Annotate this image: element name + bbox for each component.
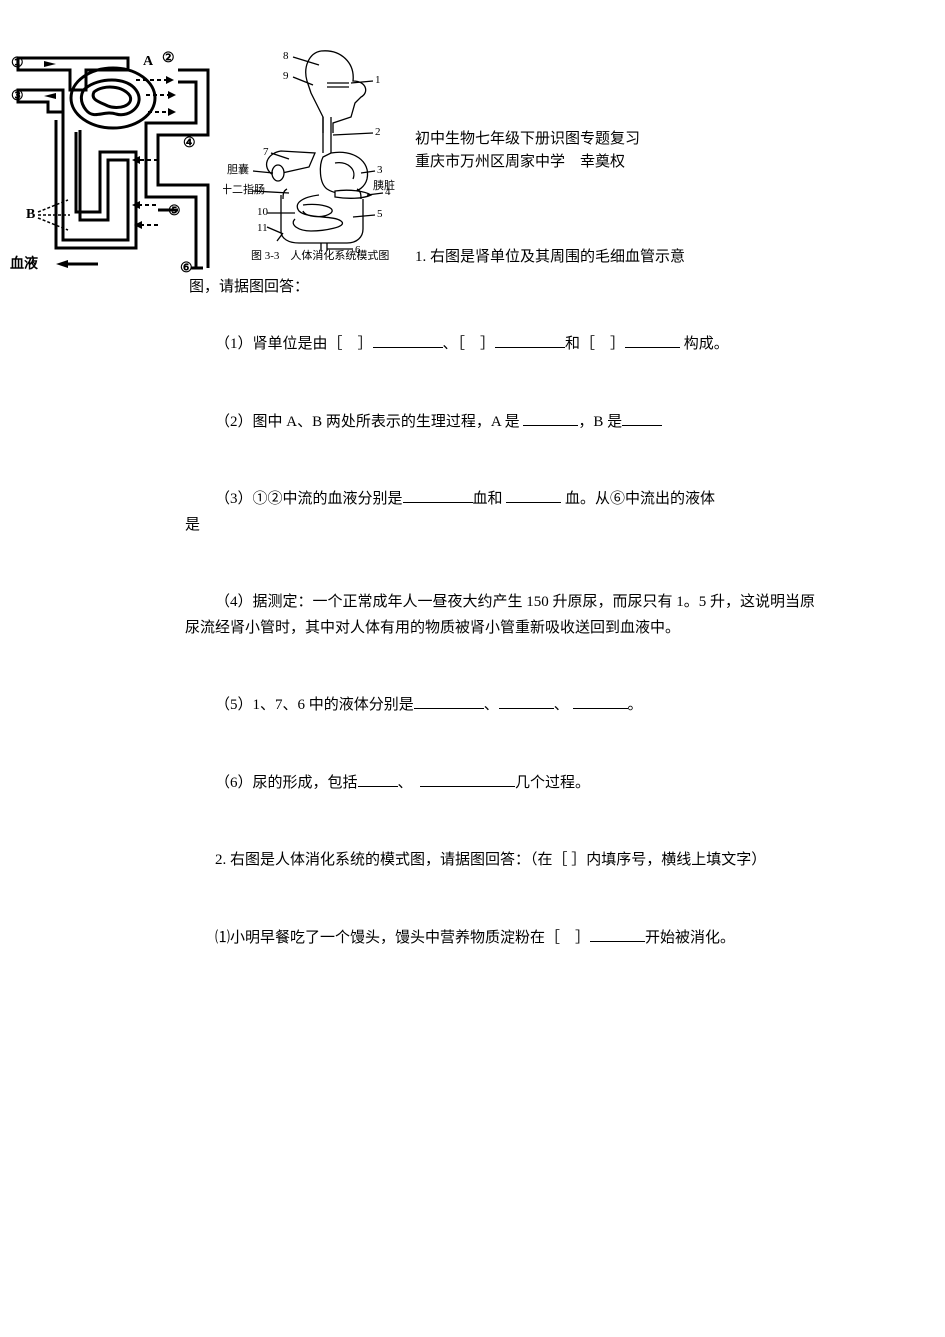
q2-intro: 2. 右图是人体消化系统的模式图，请据图回答：（在［ ］内填序号，横线上填文字） [185,848,815,874]
q1-p5: （5）1、7、6 中的液体分别是 、 、 。 [185,693,815,719]
dlabel-4: 4 [385,186,391,198]
label-A: A [143,54,154,69]
q2-p1-a: ⑴小明早餐吃了一个馒头，馒头中营养物质淀粉在［ ］ [215,930,590,946]
q1-p1-a: （1）肾单位是由［ ］ [215,336,373,352]
dlabel-duo: 十二指肠 [223,182,265,196]
blank[interactable] [495,333,565,348]
q1-p1-d: 构成。 [680,336,729,352]
q1-p1-c: 和［ ］ [565,336,625,352]
blank[interactable] [414,694,484,709]
q1-p6: （6）尿的形成，包括 、 几个过程。 [185,771,815,797]
header-area: ① ③ A ② ④ ⑤ B 血液 ⑥ [0,20,945,280]
q1-p4: （4）据测定：一个正常成年人一昼夜大约产生 150 升原尿，而尿只有 1。5 升… [185,590,815,641]
q1-p5-a: （5）1、7、6 中的液体分别是 [215,697,414,713]
q1-p3-cont: 是 [185,513,815,539]
q1-p2-a: （2）图中 A、B 两处所表示的生理过程，A 是 [215,414,523,430]
doc-subtitle: 重庆市万州区周家中学 幸奠权 [415,151,640,174]
label-c4: ④ [183,136,196,151]
q1-p3-b: 血和 [473,491,507,507]
dlabel-9: 9 [283,70,289,82]
q1-p2: （2）图中 A、B 两处所表示的生理过程，A 是 ，B 是 [185,410,815,436]
q1-p6-b: 、 [398,775,421,791]
q1-p3-a: （3）①②中流的血液分别是 [215,491,403,507]
dlabel-5: 5 [377,208,383,220]
dlabel-3: 3 [377,164,383,176]
q1-p6-a: （6）尿的形成，包括 [215,775,358,791]
label-blood: 血液 [10,255,39,272]
q1-p2-b: ，B 是 [578,414,622,430]
label-c1: ① [11,56,24,71]
content-body: （1）肾单位是由［ ］ 、［ ］ 和［ ］ 构成。 （2）图中 A、B 两处所表示的… [185,332,815,951]
doc-title: 初中生物七年级下册识图专题复习 [415,128,640,151]
q1-intro-line2: 图，请据图回答： [189,275,309,296]
blank[interactable] [506,488,561,503]
dlabel-gall: 胆囊 [227,162,249,176]
q2-p1-b: 开始被消化。 [645,930,735,946]
q1-p6-c: 几个过程。 [515,775,590,791]
blank[interactable] [622,411,662,426]
label-c6: ⑥ [180,261,193,275]
blank[interactable] [420,772,515,787]
q1-p3-cont-text: 是 [185,517,200,533]
blank[interactable] [590,927,645,942]
q1-p3-c: 血。从⑥中流出的液体 [561,491,715,507]
label-c3: ③ [11,89,24,104]
dlabel-panc: 胰脏 [373,178,395,192]
blank[interactable] [373,333,443,348]
page: ① ③ A ② ④ ⑤ B 血液 ⑥ [0,20,945,951]
digestive-caption: 图 3-3 人体消化系统模式图 [251,248,389,260]
blank[interactable] [625,333,680,348]
blank[interactable] [523,411,578,426]
kidney-diagram: ① ③ A ② ④ ⑤ B 血液 ⑥ [8,40,223,275]
blank[interactable] [358,772,398,787]
q1-p5-c: 、 [554,697,573,713]
dlabel-1: 1 [375,74,381,86]
title-block: 初中生物七年级下册识图专题复习 重庆市万州区周家中学 幸奠权 [415,128,640,173]
q1-p5-d: 。 [628,697,643,713]
dlabel-10: 10 [257,206,269,218]
dlabel-7: 7 [263,146,269,158]
label-B: B [26,207,35,222]
q1-p1: （1）肾单位是由［ ］ 、［ ］ 和［ ］ 构成。 [185,332,815,358]
q1-p1-b: 、［ ］ [443,336,496,352]
digestive-diagram: 8 9 7 胆囊 十二指肠 10 11 1 2 3 胰脏 4 5 6 图 3-3… [223,45,398,260]
q1-p3: （3）①②中流的血液分别是 血和 血。从⑥中流出的液体 [185,487,815,513]
dlabel-8: 8 [283,50,289,62]
label-c2: ② [162,51,175,66]
blank[interactable] [573,694,628,709]
dlabel-11: 11 [257,222,268,234]
blank[interactable] [403,488,473,503]
q2-p1: ⑴小明早餐吃了一个馒头，馒头中营养物质淀粉在［ ］ 开始被消化。 [185,926,815,952]
dlabel-2: 2 [375,126,381,138]
q1-p5-b: 、 [484,697,499,713]
q1-intro-line1: 1. 右图是肾单位及其周围的毛细血管示意 [415,245,685,266]
blank[interactable] [499,694,554,709]
